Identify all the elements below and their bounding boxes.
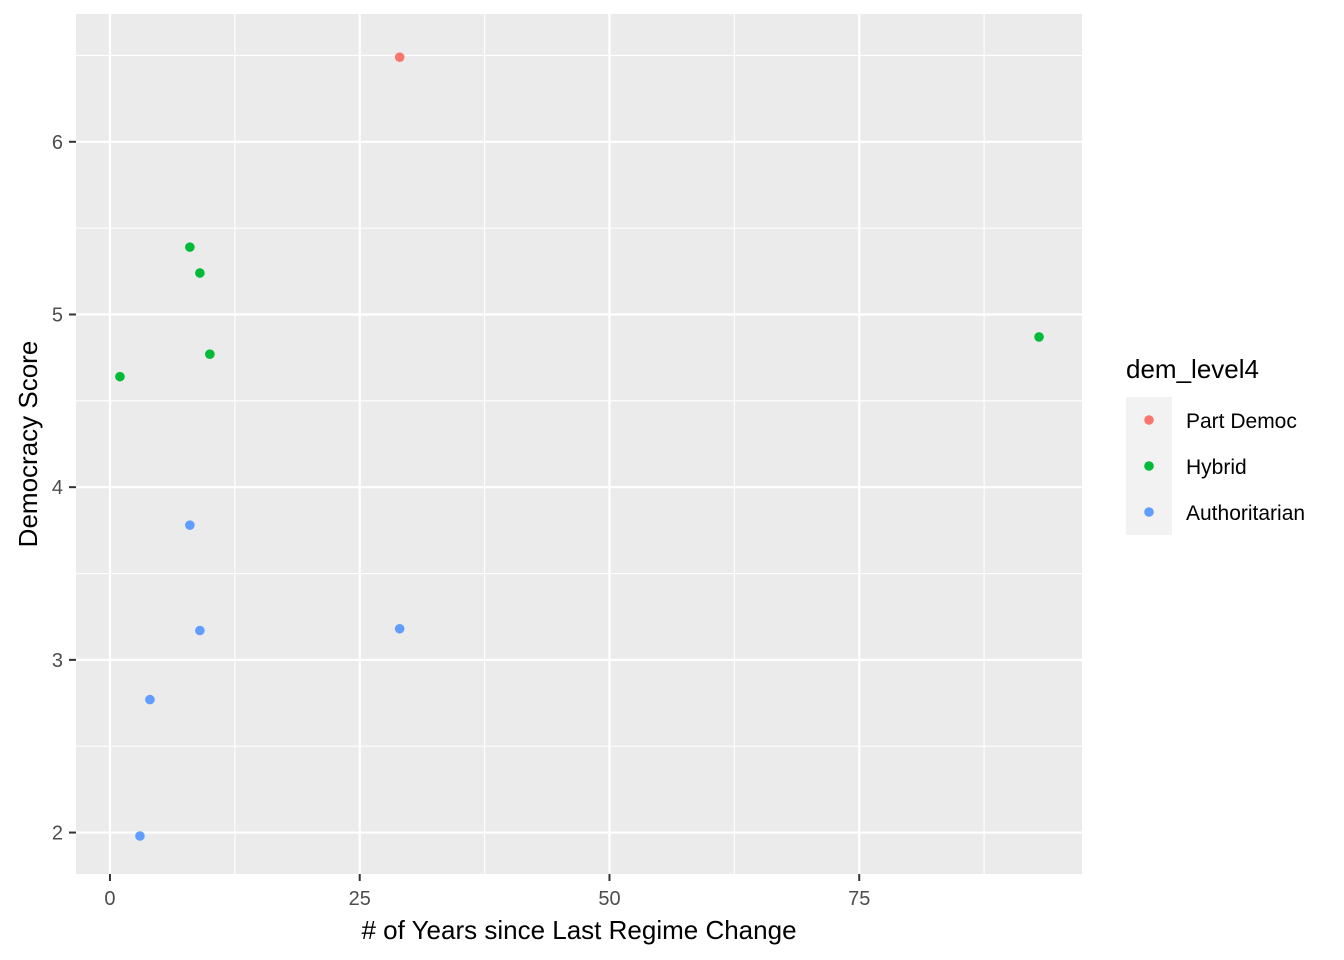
y-tick-label: 4 bbox=[52, 477, 63, 499]
data-point bbox=[135, 831, 145, 841]
legend-key-marker bbox=[1144, 415, 1154, 425]
legend-label: Part Democ bbox=[1186, 410, 1297, 433]
y-tick-label: 3 bbox=[52, 650, 63, 672]
legend-key-marker bbox=[1144, 461, 1154, 471]
legend-label: Hybrid bbox=[1186, 456, 1247, 479]
x-tick-label: 25 bbox=[349, 888, 371, 910]
x-tick-label: 0 bbox=[104, 888, 115, 910]
data-point bbox=[185, 242, 195, 252]
y-axis: 2 3 4 5 6 bbox=[52, 132, 76, 845]
x-tick-label: 50 bbox=[598, 888, 620, 910]
data-point bbox=[205, 349, 215, 360]
x-axis-title: # of Years since Last Regime Change bbox=[361, 915, 796, 945]
data-point bbox=[145, 694, 155, 705]
legend-key-marker bbox=[1144, 507, 1154, 517]
data-points bbox=[115, 52, 1044, 841]
y-tick-label: 6 bbox=[52, 132, 63, 154]
data-point bbox=[1034, 332, 1044, 342]
y-tick-label: 2 bbox=[52, 823, 63, 845]
data-point bbox=[394, 52, 405, 62]
legend-title: dem_level4 bbox=[1126, 354, 1259, 384]
major-gridlines bbox=[76, 14, 1082, 874]
legend-keys: Part Democ Hybrid Authoritarian bbox=[1126, 397, 1305, 535]
panel-background bbox=[76, 14, 1082, 874]
y-tick-label: 5 bbox=[52, 304, 63, 326]
data-point bbox=[394, 623, 405, 634]
legend-label: Authoritarian bbox=[1186, 502, 1305, 525]
data-point bbox=[185, 520, 195, 530]
x-tick-label: 75 bbox=[848, 888, 870, 910]
x-axis: 0 25 50 75 bbox=[104, 874, 870, 910]
data-point bbox=[115, 371, 125, 382]
legend: dem_level4 Part Democ Hybrid Authoritarian bbox=[1126, 354, 1305, 535]
minor-gridlines bbox=[76, 14, 1082, 874]
data-point bbox=[195, 625, 205, 636]
y-axis-title: Democracy Score bbox=[13, 341, 43, 548]
data-point bbox=[195, 268, 205, 278]
